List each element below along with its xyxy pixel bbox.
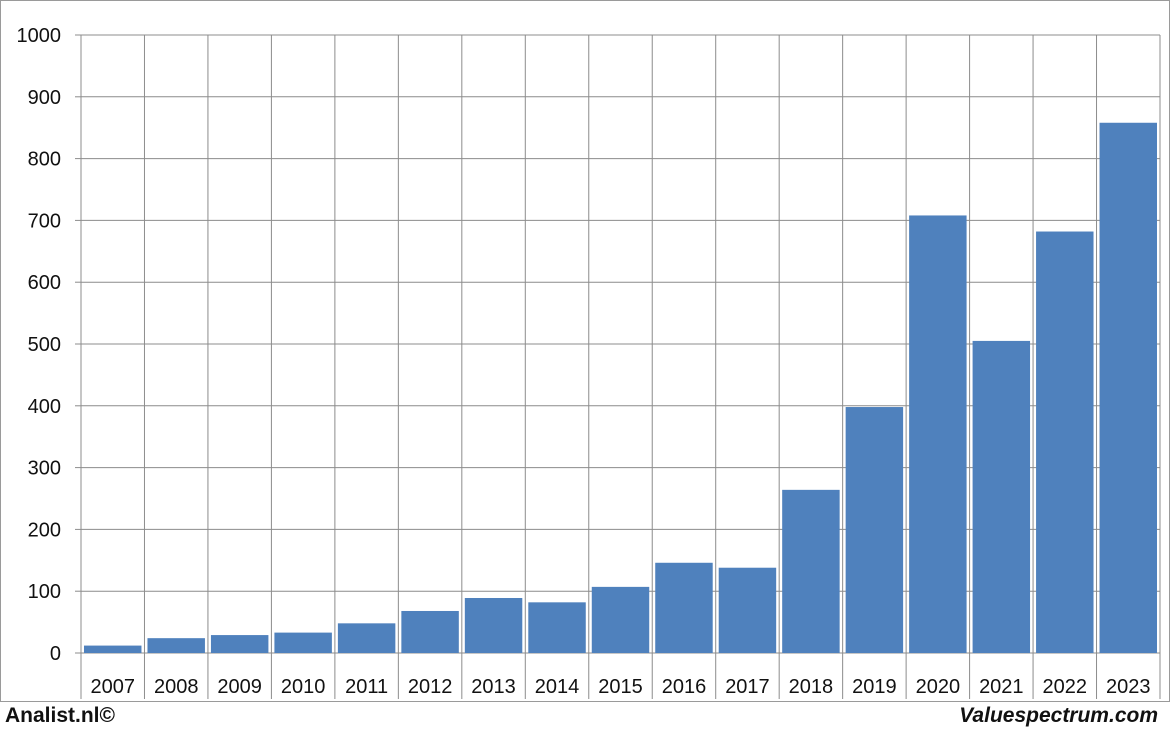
x-tick-label: 2020 [916, 676, 961, 698]
y-tick-label: 800 [28, 149, 61, 171]
bar-2016 [655, 562, 713, 653]
y-tick-label: 400 [28, 396, 61, 418]
y-tick-label: 500 [28, 334, 61, 356]
bar-2022 [1036, 231, 1094, 654]
x-tick-label: 2017 [725, 676, 770, 698]
y-tick-label: 700 [28, 210, 61, 232]
bar-2020 [909, 215, 967, 653]
x-tick-label: 2018 [789, 676, 834, 698]
x-tick-label: 2019 [852, 676, 897, 698]
x-tick-label: 2010 [281, 676, 326, 698]
bar-2010 [274, 632, 332, 653]
bar-2008 [147, 638, 205, 653]
x-tick-label: 2015 [598, 676, 643, 698]
x-tick-label: 2013 [471, 676, 516, 698]
x-tick-label: 2023 [1106, 676, 1151, 698]
y-tick-label: 300 [28, 458, 61, 480]
footer-source-left: Analist.nl© [5, 704, 115, 727]
bar-2017 [718, 567, 777, 653]
x-axis-labels: 2007 2008 2009 2010 2011 2012 2013 2014 2015 2016… [90, 676, 1150, 698]
x-tick-label: 2021 [979, 676, 1024, 698]
y-tick-label: 900 [28, 87, 61, 109]
bar-2011 [337, 623, 396, 653]
x-tick-label: 2012 [408, 676, 453, 698]
x-tick-label: 2014 [535, 676, 580, 698]
y-tick-label: 600 [28, 272, 61, 294]
bar-2014 [528, 602, 586, 653]
y-tick-label: 1000 [17, 25, 62, 47]
bar-2015 [591, 586, 650, 653]
x-tick-label: 2009 [217, 676, 262, 698]
bar-2021 [972, 340, 1031, 653]
bar-2019 [845, 407, 904, 653]
y-tick-label: 200 [28, 519, 61, 541]
x-tick-label: 2008 [154, 676, 199, 698]
bars-layer [84, 122, 1157, 654]
bar-2009 [210, 635, 269, 653]
y-axis-labels: 0 100 200 300 400 500 600 700 800 900 1000 [17, 25, 62, 665]
bar-2023 [1099, 122, 1157, 654]
bar-2013 [464, 597, 523, 653]
bar-2012 [401, 610, 459, 653]
grid-layer [75, 34, 1161, 699]
x-tick-label: 2022 [1043, 676, 1088, 698]
chart-frame: 0 100 200 300 400 500 600 700 800 900 1000 2007 200… [0, 0, 1170, 702]
y-tick-label: 0 [50, 643, 61, 665]
y-tick-label: 100 [28, 581, 61, 603]
footer-source-right: Valuespectrum.com [959, 704, 1158, 727]
bar-2007 [84, 645, 142, 653]
x-tick-label: 2016 [662, 676, 707, 698]
bar-2018 [782, 489, 840, 653]
x-tick-label: 2011 [345, 676, 388, 698]
x-tick-label: 2007 [90, 676, 135, 698]
